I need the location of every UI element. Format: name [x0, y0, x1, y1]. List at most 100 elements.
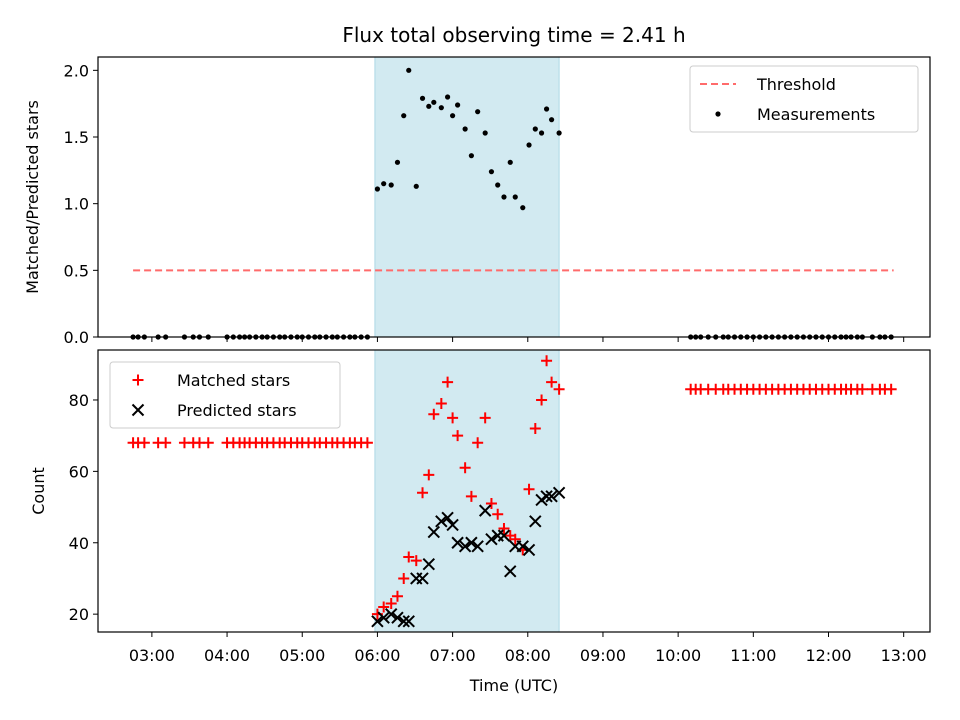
- matched-stars-point: [447, 412, 459, 424]
- predicted-stars-point: [471, 540, 484, 553]
- matched-stars-legend-handle: [132, 374, 144, 386]
- matched-stars-point: [398, 572, 410, 584]
- matched-stars-point: [442, 376, 454, 388]
- matched-stars-legend-label: Matched stars: [177, 371, 290, 390]
- predicted-stars-point: [402, 615, 415, 628]
- top-panel: Flux total observing time = 2.41 h 0.00.…: [23, 23, 931, 347]
- predicted-stars-point: [540, 490, 553, 503]
- matched-stars-point: [417, 487, 429, 499]
- predicted-stars-point: [371, 615, 384, 628]
- matched-stars-point: [509, 533, 521, 545]
- predicted-stars-point: [478, 504, 492, 517]
- measurements-point: [543, 106, 550, 112]
- matched-stars-point: [465, 490, 477, 502]
- measurements-point: [444, 94, 451, 100]
- matched-stars-point: [485, 497, 497, 509]
- predicted-stars-point: [441, 511, 454, 524]
- top-y-tick-label: 0.0: [64, 328, 89, 347]
- matched-stars-point: [856, 383, 868, 395]
- bottom-x-axis-label: Time (UTC): [469, 676, 558, 695]
- measurements-point: [401, 113, 407, 119]
- matched-stars-point: [138, 437, 150, 449]
- measurements-point: [538, 130, 545, 136]
- measurements-point: [388, 182, 394, 188]
- bottom-x-tick-label: 07:00: [430, 646, 476, 665]
- measurements-point: [556, 130, 562, 136]
- matched-stars-point: [885, 383, 897, 395]
- bottom-marks: [127, 355, 897, 628]
- bottom-ticks: 20 40 60 80 03:00 04:00 05:00 06:00 07:00 08:00 09…: [69, 391, 927, 665]
- measurements-point: [507, 159, 513, 165]
- measurements-legend-label: Measurements: [757, 105, 875, 124]
- matched-stars-point: [546, 376, 558, 388]
- matched-stars-point: [378, 601, 390, 613]
- bottom-x-tick-label: 11:00: [730, 646, 776, 665]
- predicted-stars-point: [522, 543, 536, 557]
- measurements-point: [520, 205, 526, 211]
- matched-stars-point: [479, 412, 491, 424]
- measurements-point: [381, 181, 387, 187]
- predicted-stars-point: [545, 490, 558, 503]
- matched-stars-point: [472, 437, 484, 449]
- measurements-point: [462, 126, 468, 132]
- bottom-legend-frame: [109, 361, 341, 429]
- top-title: Flux total observing time = 2.41 h: [342, 23, 685, 47]
- matched-stars-point: [553, 383, 565, 395]
- bottom-x-tick-label: 05:00: [279, 646, 325, 665]
- matched-stars-point: [541, 355, 553, 367]
- predicted-stars-point: [427, 525, 441, 539]
- top-y-axis-label: Matched/Predicted stars: [23, 100, 42, 294]
- bottom-y-tick-label: 40: [69, 534, 89, 553]
- measurements-point: [532, 126, 538, 132]
- bottom-x-tick-label: 12:00: [805, 646, 851, 665]
- measurements-point: [488, 169, 495, 175]
- bottom-legend: Matched stars Predicted stars: [109, 361, 341, 429]
- matched-stars-point: [523, 483, 535, 495]
- matched-stars-point: [361, 437, 373, 449]
- bottom-x-tick-label: 13:00: [881, 646, 927, 665]
- matched-stars-point: [459, 462, 471, 474]
- top-y-tick-label: 2.0: [64, 61, 89, 80]
- matched-stars-point: [536, 394, 548, 406]
- predicted-stars-point: [377, 611, 390, 624]
- bottom-y-axis-label: Count: [29, 467, 48, 515]
- matched-stars-point: [423, 469, 435, 481]
- bottom-shaded-region: [374, 349, 560, 633]
- measurements-point: [438, 105, 444, 111]
- predicted-stars-point: [422, 557, 436, 571]
- predicted-stars-point: [516, 540, 529, 553]
- bottom-x-tick-label: 06:00: [354, 646, 400, 665]
- predicted-stars-point: [384, 607, 398, 621]
- top-ticks: 0.0 0.5 1.0 1.5 2.0: [64, 61, 905, 347]
- measurements-point: [501, 194, 507, 200]
- measurements-point: [413, 183, 419, 189]
- bottom-y-tick-label: 80: [69, 391, 89, 410]
- measurements-point: [482, 130, 488, 136]
- measurements-point: [495, 182, 501, 188]
- top-axes-frame: [97, 56, 931, 338]
- matched-stars-point: [492, 508, 504, 520]
- measurements-point: [548, 117, 555, 123]
- measurements-point: [406, 67, 412, 73]
- threshold-legend-label: Threshold: [756, 75, 836, 94]
- matched-stars-point: [160, 437, 172, 449]
- matched-stars-point: [428, 408, 440, 420]
- predicted-stars-point: [397, 615, 410, 628]
- top-y-tick-label: 1.5: [64, 128, 89, 147]
- predicted-stars-point: [504, 565, 517, 578]
- measurements-point: [450, 113, 456, 119]
- matched-stars-point: [529, 423, 541, 435]
- matched-stars-point: [202, 437, 214, 449]
- matched-stars-point: [391, 590, 403, 602]
- matched-stars-point: [385, 597, 397, 609]
- bottom-axes-frame: [97, 349, 931, 633]
- matched-stars-point: [452, 430, 464, 442]
- top-marks: [130, 67, 894, 340]
- top-shaded-region: [374, 56, 560, 338]
- predicted-stars-point: [529, 515, 542, 528]
- predicted-stars-point: [497, 529, 511, 542]
- predicted-stars-point: [451, 536, 464, 549]
- top-legend: Threshold Measurements: [689, 65, 919, 133]
- top-legend-frame: [689, 65, 919, 133]
- measurements-point: [512, 194, 518, 200]
